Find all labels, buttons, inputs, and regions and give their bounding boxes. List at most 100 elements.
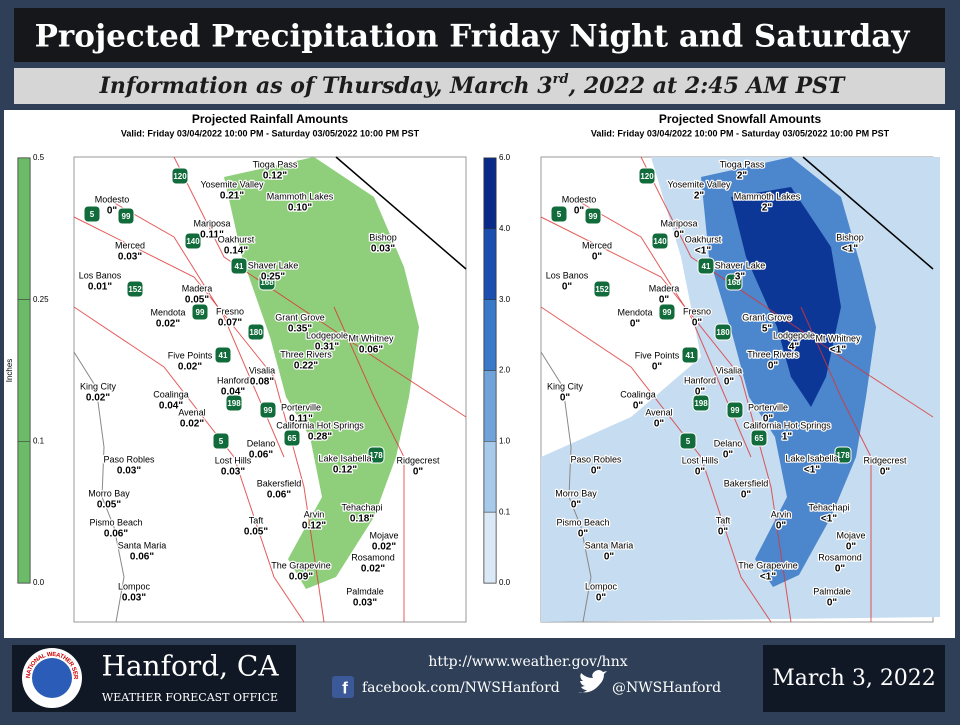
state-border [802, 156, 934, 270]
website-link[interactable]: http://www.weather.gov/hnx [428, 654, 627, 670]
place-value: 0" [827, 598, 838, 609]
colorbar-tick-label: 4.0 [499, 224, 511, 233]
place-name: Delano [714, 438, 743, 448]
place-name: Oakhurst [685, 234, 722, 244]
place-name: Lost Hills [682, 455, 719, 465]
place-name: The Grapevine [738, 560, 798, 570]
highway-shield [593, 280, 611, 298]
place-value: 0" [578, 529, 589, 540]
colorbar-segment [17, 441, 31, 584]
place-value: 0.03" [118, 252, 142, 263]
place-value: 0.02" [178, 362, 202, 373]
place-name: Shaver Lake [715, 260, 766, 270]
place-value: 0" [776, 521, 787, 532]
colorbar-segment [483, 157, 497, 230]
highway-shield [117, 207, 135, 225]
facebook-icon [332, 676, 354, 698]
highway-shield [259, 401, 277, 419]
twitter-link[interactable]: @NWSHanford [612, 680, 721, 696]
place-name: Yosemite Valley [200, 179, 264, 189]
subtitle-sup: rd [553, 72, 569, 87]
place-name: King City [80, 381, 117, 391]
place-name: Mendota [150, 307, 185, 317]
place-name: Santa Maria [118, 540, 167, 550]
place-value: 0.09" [289, 572, 313, 583]
map-title: Projected Snowfall Amounts [659, 112, 822, 126]
place-name: California Hot Springs [276, 420, 364, 430]
place-value: 0.11" [200, 230, 224, 241]
place-name: Mojave [369, 530, 398, 540]
precip-area [224, 157, 419, 589]
road [570, 196, 752, 458]
colorbar-tick-label: 1.0 [499, 436, 511, 445]
colorbar-segment [483, 299, 497, 371]
road [540, 306, 772, 623]
road [173, 156, 467, 418]
place-name: Tehachapi [808, 502, 849, 512]
highway-label: 5 [90, 210, 95, 219]
date-box [763, 645, 945, 712]
road [640, 156, 934, 418]
place-value: 0" [592, 252, 603, 263]
highway-shield [230, 257, 248, 275]
place-value: 0" [574, 206, 585, 217]
place-name: Merced [115, 240, 145, 250]
highway-label: 99 [196, 308, 205, 317]
place-value: 2" [694, 191, 705, 202]
place-value: 0" [880, 467, 891, 478]
place-value: 0" [630, 319, 641, 330]
place-name: Coalinga [153, 389, 189, 399]
place-name: Grant Grove [742, 312, 792, 322]
place-name: Arvin [771, 509, 792, 519]
place-value: 1" [782, 432, 793, 443]
place-name: Avenal [178, 407, 205, 417]
place-value: 0.03" [371, 244, 395, 255]
place-value: 0.06" [130, 552, 154, 563]
colorbar-segment [483, 511, 497, 584]
facebook-link[interactable]: facebook.com/NWSHanford [362, 680, 560, 696]
place-value: 0.12" [302, 521, 326, 532]
place-value: <1" [695, 246, 711, 257]
place-name: Delano [247, 438, 276, 448]
place-name: Santa Maria [585, 540, 634, 550]
place-value: 0" [591, 466, 602, 477]
place-name: Los Banos [79, 270, 122, 280]
place-value: 0" [571, 500, 582, 511]
place-name: Visalia [716, 365, 742, 375]
highway-shield [651, 232, 669, 250]
place-value: 0" [633, 401, 644, 412]
place-value: 0" [695, 467, 706, 478]
place-name: Lompoc [585, 581, 618, 591]
place-name: Coalinga [620, 389, 656, 399]
highway-shield [679, 432, 697, 450]
place-name: Five Points [635, 350, 680, 360]
highway-label: 140 [186, 237, 200, 246]
place-value: 0.31" [315, 342, 339, 353]
road [73, 306, 305, 623]
place-name: Mariposa [660, 218, 697, 228]
place-value: <1" [760, 572, 776, 583]
place-value: 0" [724, 377, 735, 388]
subtitle-text: , 2022 at 2:45 AM PST [568, 73, 846, 99]
place-name: Merced [582, 240, 612, 250]
place-name: Lake Isabella [785, 453, 838, 463]
colorbar-tick-label: 0.5 [33, 153, 45, 162]
highway-shield [725, 273, 743, 291]
place-value: 0" [654, 419, 665, 430]
place-name: Mt Whitney [348, 333, 394, 343]
office-subtitle: WEATHER FORECAST OFFICE [102, 691, 278, 704]
highway-label: 152 [128, 285, 142, 294]
highway-label: 168 [260, 278, 274, 287]
place-name: Hanford [684, 375, 716, 385]
place-value: 0.11" [289, 414, 313, 425]
place-name: Taft [249, 515, 264, 525]
highway-shield [584, 207, 602, 225]
place-name: Paso Robles [103, 454, 155, 464]
highway-label: 198 [694, 399, 708, 408]
place-name: Los Banos [546, 270, 589, 280]
highway-label: 198 [227, 399, 241, 408]
colorbar-segment [483, 228, 497, 300]
place-value: 0.06" [267, 490, 291, 501]
